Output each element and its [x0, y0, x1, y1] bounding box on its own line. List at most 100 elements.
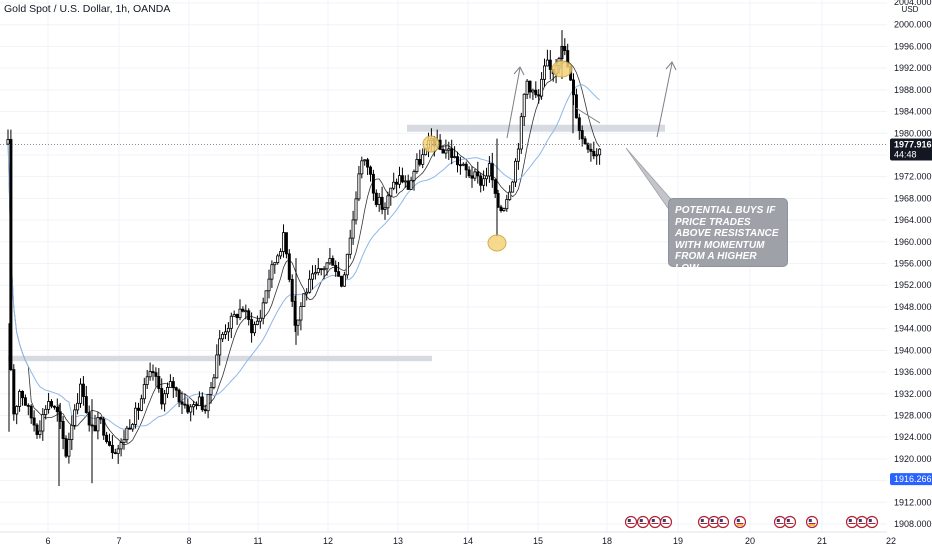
candle: [386, 191, 390, 215]
event-flag-canton: [786, 519, 790, 522]
candle: [441, 144, 445, 154]
candle-body: [592, 150, 596, 157]
candle-body: [47, 401, 51, 410]
candle-body: [73, 409, 77, 426]
economic-event-icon: [805, 515, 819, 529]
candle: [487, 156, 491, 183]
candle: [279, 248, 283, 260]
annotation-note[interactable]: POTENTIAL BUYS IF PRICE TRADES ABOVE RES…: [668, 198, 788, 274]
price-tick-label: 1980.000: [894, 128, 932, 138]
candle-body: [50, 401, 54, 407]
candle-body: [221, 333, 225, 340]
candle-body: [322, 268, 326, 271]
candle: [218, 330, 222, 366]
candle: [493, 179, 497, 199]
candle: [366, 157, 370, 176]
candle-body: [116, 448, 120, 454]
candle: [229, 312, 233, 339]
event-flag-canton: [651, 519, 655, 522]
price-tick-label: 1924.000: [894, 432, 932, 442]
candle-body: [64, 438, 68, 457]
candle-body: [148, 371, 152, 378]
candle-body: [287, 253, 291, 280]
candle-body: [194, 404, 198, 407]
candle: [165, 382, 169, 398]
candle-body: [139, 398, 143, 411]
candle-body: [415, 159, 419, 173]
candle: [490, 152, 494, 188]
candle-body: [35, 424, 39, 435]
event-flag-canton: [710, 519, 714, 522]
candle: [136, 402, 140, 420]
candle-body: [598, 148, 602, 156]
candle-body: [447, 148, 451, 151]
candle: [139, 394, 143, 412]
candle: [595, 148, 599, 165]
candle: [296, 319, 300, 336]
candle: [377, 192, 381, 212]
economic-event-icon: [865, 515, 879, 529]
economic-events[interactable]: [624, 515, 879, 529]
candle: [392, 172, 396, 191]
candle-body: [128, 427, 132, 430]
candle: [389, 187, 393, 206]
time-axis[interactable]: 6 7 8 11 12 13 14 15 18 19 20 21 22: [0, 531, 896, 546]
candle: [76, 393, 80, 415]
candle-body: [255, 320, 259, 325]
price-tick-label: 1996.000: [894, 41, 932, 51]
candle-body: [136, 407, 140, 411]
candle-body: [252, 324, 256, 334]
annotation-text: POTENTIAL BUYS IF PRICE TRADES ABOVE RES…: [675, 205, 779, 274]
candle: [287, 249, 291, 283]
candle-body: [461, 163, 465, 166]
date-tick-label: 15: [533, 536, 543, 546]
candle-body: [93, 425, 97, 432]
candle-body: [444, 149, 448, 154]
candle: [479, 172, 483, 193]
event-flag-canton: [700, 519, 704, 522]
candle-body: [409, 179, 413, 190]
price-axis[interactable]: USD1908.0001912.0001916.0001920.0001924.…: [887, 0, 932, 550]
candle: [41, 408, 45, 441]
candle: [354, 191, 358, 225]
low-price-tag: [890, 473, 932, 486]
event-flag-canton: [848, 519, 852, 522]
candle-body: [351, 219, 355, 239]
date-tick-label: 22: [886, 536, 896, 546]
candle: [18, 389, 22, 412]
candle-body: [215, 354, 219, 379]
candle-body: [476, 171, 480, 177]
candle: [250, 312, 254, 343]
arrow-head: [513, 66, 525, 76]
candle-body: [534, 89, 538, 96]
event-circle: [624, 515, 638, 529]
candle: [537, 89, 541, 104]
price-tick-label: 1992.000: [894, 63, 932, 73]
event-flag-canton: [639, 519, 643, 522]
candle-body: [470, 175, 474, 179]
economic-event-icon: [659, 515, 673, 529]
candle-body: [374, 192, 378, 205]
candle: [397, 166, 401, 189]
candle-body: [377, 196, 381, 205]
candle-body: [189, 406, 193, 413]
candle: [108, 433, 112, 447]
moving-average-fast: [7, 60, 600, 446]
candle-body: [586, 143, 590, 150]
candle-body: [247, 310, 251, 320]
current-price-value: 1977.916: [894, 140, 932, 150]
candle: [64, 435, 68, 458]
candle: [223, 324, 227, 340]
candle-body: [334, 264, 338, 273]
candle: [502, 207, 506, 212]
candle-body: [313, 272, 317, 275]
candle: [79, 378, 83, 408]
candle-body: [9, 139, 13, 371]
candle-body: [279, 251, 283, 257]
candle-body: [284, 232, 288, 255]
candle: [116, 444, 120, 464]
candle: [171, 377, 175, 398]
candle: [200, 392, 204, 412]
candle-body: [160, 388, 164, 405]
